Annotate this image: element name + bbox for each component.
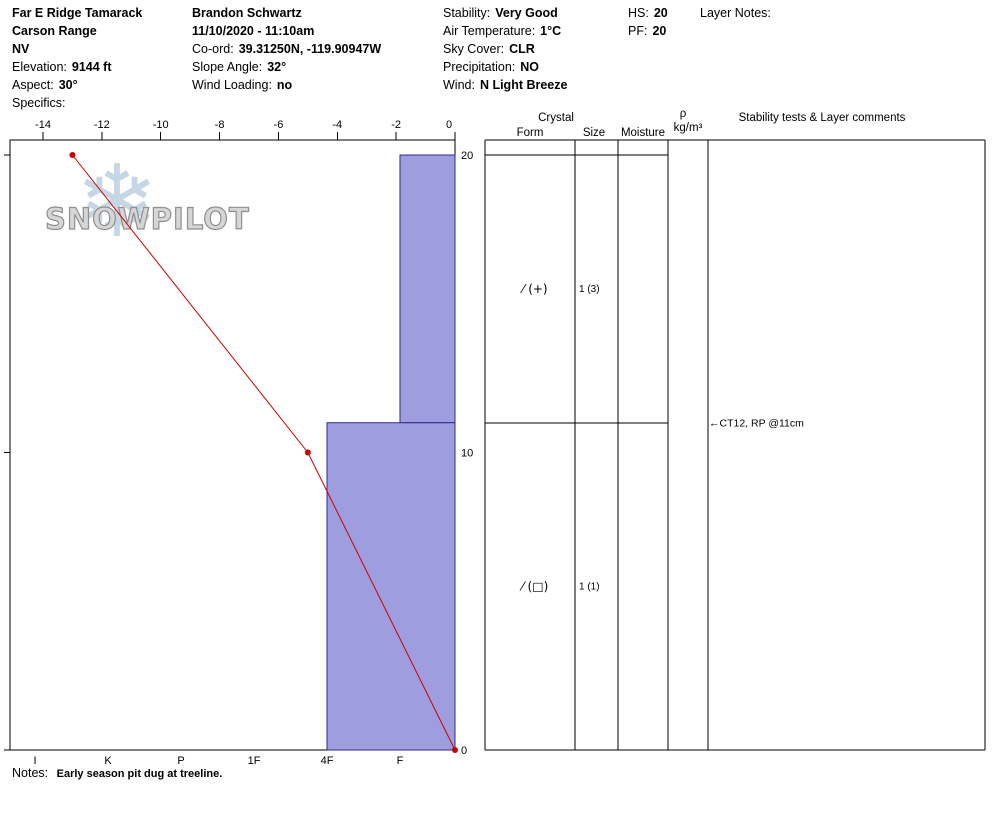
temperature-point [304,449,311,456]
hardness-axis-label: P [177,755,184,767]
hardness-axis-label: F [397,755,404,767]
elevation-row: Elevation: 9144 ft [12,58,142,76]
hardness-axis-label: K [104,755,112,767]
grain-form-cell: ⁄ (+) [519,282,547,296]
temp-axis-label: -2 [391,119,401,131]
temp-axis-label: 0 [446,119,452,131]
precipitation-label: Precipitation: [443,60,516,74]
air-temp-value: 1°C [540,24,562,38]
slope-angle-row: Slope Angle: 32° [192,58,381,76]
notes-text: Early season pit dug at treeline. [56,768,223,780]
form-column-header: Form [517,127,544,139]
slope-angle-value: 32° [267,60,287,74]
sky-cover-row: Sky Cover: CLR [443,40,567,58]
air-temp-label: Air Temperature: [443,24,536,38]
wind-value: N Light Breeze [479,78,568,92]
crystal-header: Crystal [538,112,574,124]
precipitation-row: Precipitation: NO [443,58,567,76]
pit-datetime: 11/10/2020 - 11:10am [192,24,315,38]
hardness-axis-label: I [33,755,36,767]
site-info-column: Far E Ridge Tamarack Carson Range NV Ele… [12,4,142,112]
coordinates-row: Co-ord: 39.31250N, -119.90947W [192,40,381,58]
site-name: Far E Ridge Tamarack [12,6,143,20]
pf-value: 20 [652,24,667,38]
density-units-header: kg/m³ [674,122,703,134]
layer-notes-column: Layer Notes: [700,4,771,22]
totals-column: HS: 20 PF: 20 [628,4,668,40]
stability-row: Stability: Very Good [443,4,567,22]
conditions-column: Stability: Very Good Air Temperature: 1°C … [443,4,567,94]
wind-loading-label: Wind Loading: [192,78,272,92]
wind-loading-row: Wind Loading: no [192,76,381,94]
observer-name: Brandon Schwartz [192,6,302,20]
hardness-axis-label: 1F [248,755,261,767]
air-temp-row: Air Temperature: 1°C [443,22,567,40]
height-axis-label: 10 [461,448,473,460]
height-axis-label: 20 [461,150,473,162]
temperature-point [69,152,76,158]
grain-size-cell: 1 (3) [579,284,600,295]
site-range: Carson Range [12,24,97,38]
layer-notes-label: Layer Notes: [700,6,771,20]
hs-value: 20 [653,6,668,20]
stability-value: Very Good [495,6,558,20]
pf-row: PF: 20 [628,22,668,40]
wind-row: Wind: N Light Breeze [443,76,567,94]
temp-axis-label: -8 [215,119,225,131]
elevation-value: 9144 ft [71,60,112,74]
wind-label: Wind: [443,78,475,92]
coordinates-value: 39.31250N, -119.90947W [238,42,382,56]
precipitation-value: NO [520,60,540,74]
temp-axis-label: -4 [332,119,342,131]
specifics-label: Specifics: [12,96,66,110]
slope-angle-label: Slope Angle: [192,60,263,74]
hardness-axis-label: 4F [321,755,334,767]
aspect-row: Aspect: 30° [12,76,142,94]
height-axis-label: 0 [461,745,467,757]
temp-axis-label: -12 [94,119,110,131]
temp-axis-label: -6 [274,119,284,131]
stability-comments-header: Stability tests & Layer comments [739,112,906,124]
hs-row: HS: 20 [628,4,668,22]
aspect-label: Aspect: [12,78,54,92]
specifics-row: Specifics: [12,94,142,112]
hs-label: HS: [628,6,649,20]
snowpilot-logo: ❄ SNOWPILOT [44,152,275,285]
elevation-label: Elevation: [12,60,67,74]
sky-cover-value: CLR [509,42,535,56]
snowflake-icon: ❄ [75,143,159,260]
size-column-header: Size [583,127,605,139]
aspect-value: 30° [58,78,78,92]
temp-axis-label: -10 [153,119,169,131]
data-panel-grid [484,139,986,751]
stability-label: Stability: [443,6,491,20]
site-state: NV [12,42,30,56]
temp-axis-label: -14 [35,119,51,131]
notes-label: Notes: [12,766,49,780]
stability-test-annotation: ←CT12, RP @11cm [709,417,804,429]
grain-form-cell: ⁄ (□) [519,579,549,593]
wind-loading-value: no [276,78,293,92]
pf-label: PF: [628,24,648,38]
notes-row: Notes: Early season pit dug at treeline. [12,766,222,780]
observer-info-column: Brandon Schwartz 11/10/2020 - 11:10am Co… [192,4,381,94]
layer-notes-row: Layer Notes: [700,4,771,22]
moisture-column-header: Moisture [621,127,665,139]
temperature-point [452,747,458,753]
sky-cover-label: Sky Cover: [443,42,505,56]
snowpilot-logo-text: SNOWPILOT [44,201,250,236]
density-symbol-header: ρ [680,108,687,120]
hardness-bar-layer-2 [326,422,456,751]
grain-size-cell: 1 (1) [579,581,600,592]
hardness-bar-layer-1 [399,154,456,424]
coordinates-label: Co-ord: [192,42,234,56]
